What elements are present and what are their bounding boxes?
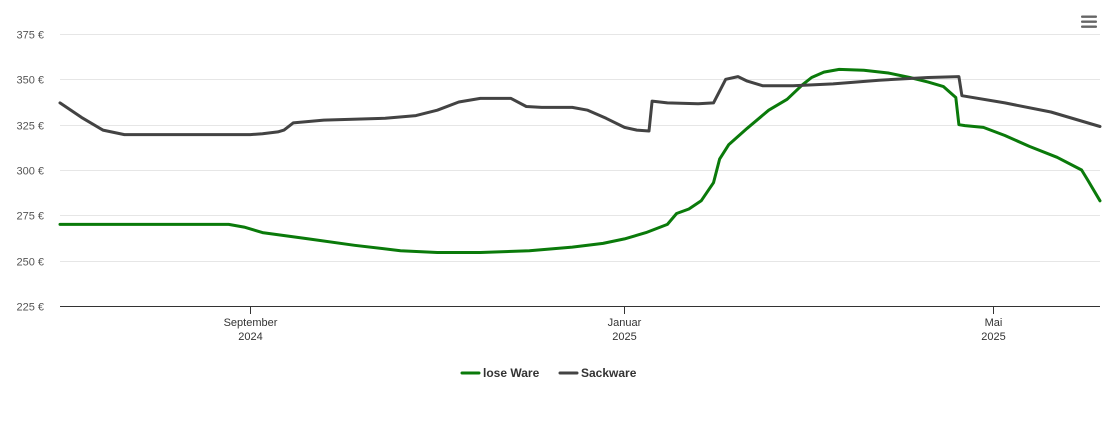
x-tick-label-month: September — [224, 317, 278, 329]
chart-menu-button[interactable] — [1080, 14, 1098, 30]
hamburger-menu-icon — [1081, 15, 1097, 28]
x-tick-label-month: Januar — [608, 317, 642, 329]
x-tick-label-month: Mai — [985, 317, 1003, 329]
legend-label: lose Ware — [483, 366, 540, 380]
series-line-lose-ware — [58, 67, 1102, 254]
legend[interactable]: lose Ware Sackware — [460, 366, 637, 380]
series-line-sackware — [58, 75, 1102, 137]
y-tick-label: 250 € — [16, 257, 44, 269]
y-tick-label: 300 € — [16, 166, 44, 178]
x-tick-label-year: 2024 — [238, 331, 262, 343]
y-tick-label: 350 € — [16, 75, 44, 87]
grid-lines — [60, 34, 1100, 262]
y-tick-label: 275 € — [16, 211, 44, 223]
y-tick-label: 375 € — [16, 30, 44, 42]
y-tick-label: 225 € — [16, 302, 44, 314]
x-tick-label-year: 2025 — [981, 331, 1005, 343]
x-axis: September 2024 Januar 2025 Mai 2025 — [60, 306, 1100, 343]
x-tick-label-year: 2025 — [612, 331, 636, 343]
legend-item[interactable]: Sackware — [558, 366, 637, 380]
legend-label: Sackware — [581, 366, 637, 380]
y-tick-label: 325 € — [16, 121, 44, 133]
series-lines — [58, 67, 1102, 254]
legend-item[interactable]: lose Ware — [460, 366, 540, 380]
y-axis: 225 € 250 € 275 € 300 € 325 € 350 € 375 € — [16, 30, 44, 314]
